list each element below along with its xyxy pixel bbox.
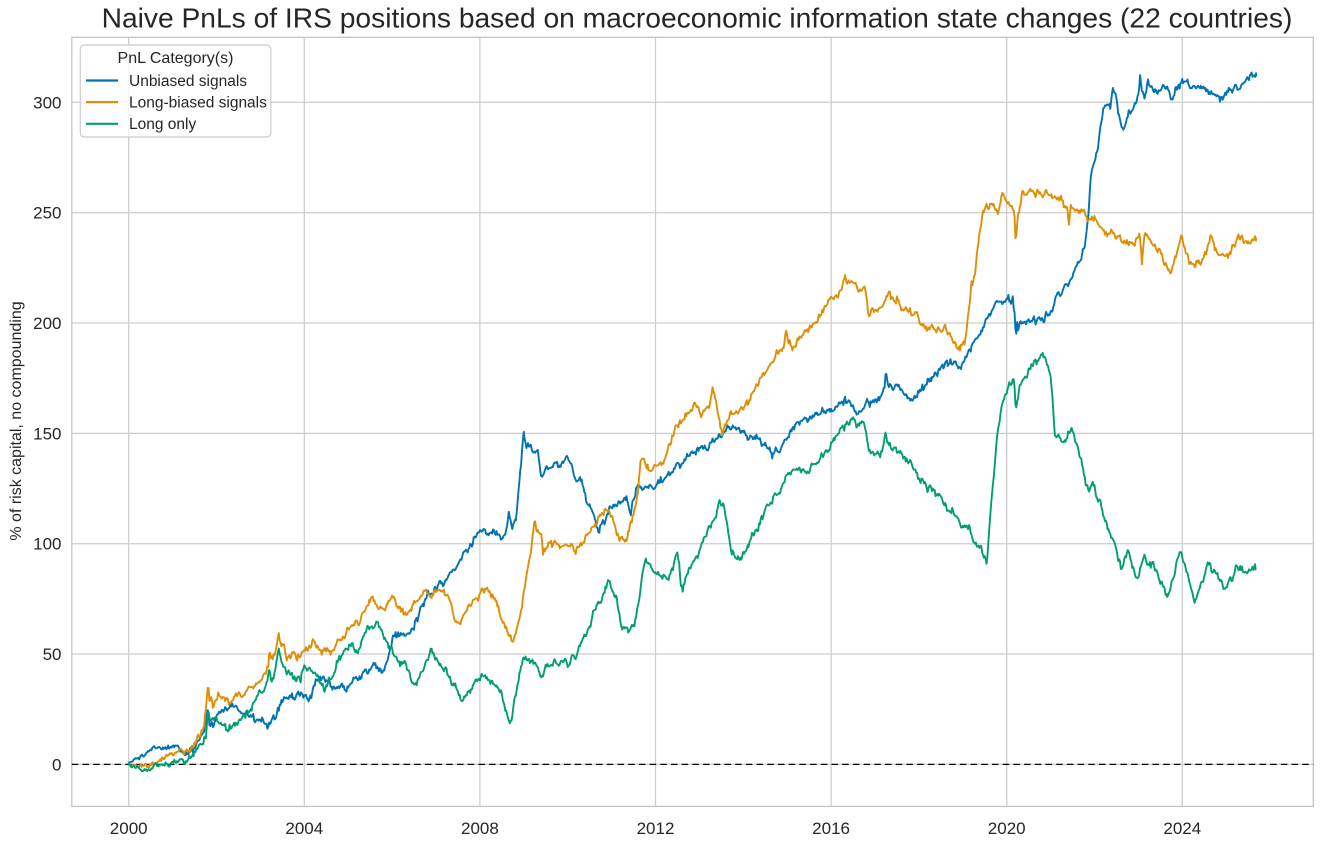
svg-text:2000: 2000 <box>110 819 148 838</box>
svg-text:0: 0 <box>52 755 61 774</box>
svg-text:150: 150 <box>33 424 61 443</box>
svg-text:2012: 2012 <box>637 819 675 838</box>
svg-text:2008: 2008 <box>461 819 499 838</box>
svg-text:% of risk capital, no compound: % of risk capital, no compounding <box>8 301 25 540</box>
svg-text:2004: 2004 <box>285 819 323 838</box>
svg-text:250: 250 <box>33 204 61 223</box>
svg-text:2020: 2020 <box>988 819 1026 838</box>
svg-text:Unbiased signals: Unbiased signals <box>129 73 247 90</box>
svg-text:2024: 2024 <box>1163 819 1201 838</box>
svg-text:200: 200 <box>33 314 61 333</box>
svg-text:Long only: Long only <box>129 116 196 133</box>
svg-text:2016: 2016 <box>812 819 850 838</box>
svg-text:Naive PnLs of IRS positions ba: Naive PnLs of IRS positions based on mac… <box>102 2 1293 34</box>
svg-text:300: 300 <box>33 93 61 112</box>
svg-text:PnL Category(s): PnL Category(s) <box>118 50 234 67</box>
svg-text:100: 100 <box>33 535 61 554</box>
svg-text:Long-biased signals: Long-biased signals <box>129 94 267 111</box>
svg-text:50: 50 <box>43 645 62 664</box>
